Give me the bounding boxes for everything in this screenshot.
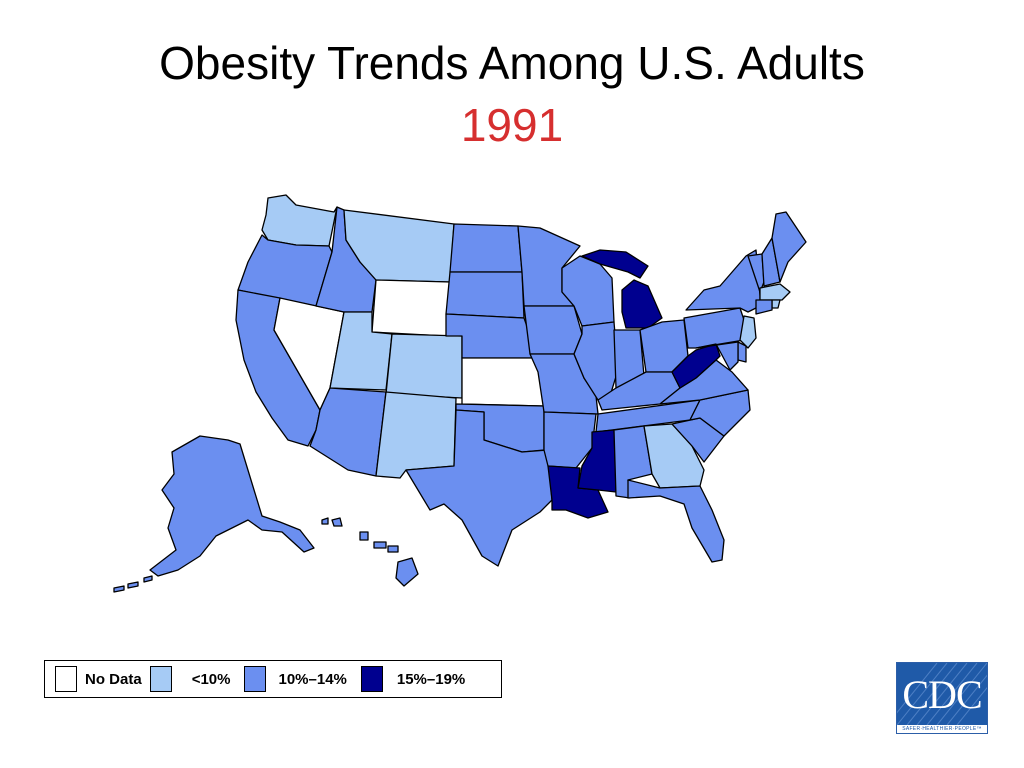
legend-item-10-14: 10%–14% bbox=[244, 666, 347, 692]
cdc-logo-stripes bbox=[897, 663, 987, 725]
state-NM bbox=[375, 391, 457, 479]
state-IA bbox=[523, 305, 583, 355]
legend-label-10-14: 10%–14% bbox=[278, 670, 347, 688]
cdc-logo: CDC SAFER·HEALTHIER·PEOPLE™ bbox=[896, 662, 988, 734]
legend-item-lt10: <10% bbox=[149, 666, 231, 692]
state-DE bbox=[737, 341, 747, 363]
state-CO bbox=[385, 333, 463, 399]
legend-item-no-data: No Data bbox=[55, 666, 142, 692]
state-NJ bbox=[739, 315, 757, 349]
state-HI bbox=[321, 517, 419, 587]
slide-year: 1991 bbox=[460, 99, 564, 151]
state-AK bbox=[149, 435, 315, 577]
state-FL bbox=[627, 479, 725, 563]
state-ME bbox=[771, 211, 807, 283]
legend-swatch-15-19 bbox=[360, 666, 383, 692]
legend-label-15-19: 15%–19% bbox=[396, 670, 466, 688]
legend-item-15-19: 15%–19% bbox=[360, 666, 466, 692]
state-MD bbox=[695, 341, 739, 371]
state-MA bbox=[759, 283, 791, 301]
alaska-islands bbox=[113, 575, 153, 593]
state-LA bbox=[547, 465, 609, 519]
state-MI bbox=[581, 249, 663, 329]
state-WA bbox=[261, 194, 338, 247]
state-WV bbox=[671, 343, 721, 389]
slide-title: Obesity Trends Among U.S. Adults bbox=[159, 37, 865, 89]
legend-swatch-10-14 bbox=[244, 666, 267, 692]
state-SD bbox=[445, 271, 525, 319]
state-CT bbox=[755, 299, 773, 315]
cdc-logo-text: CDC bbox=[902, 671, 982, 717]
state-WY bbox=[371, 279, 451, 337]
state-RI bbox=[771, 299, 781, 309]
cdc-logo-tagline: SAFER·HEALTHIER·PEOPLE™ bbox=[902, 726, 982, 732]
legend-label-no-data: No Data bbox=[85, 670, 142, 688]
legend-label-lt10: <10% bbox=[191, 670, 231, 688]
map-legend: No Data <10% 10%–14% 15%–19% bbox=[44, 660, 502, 698]
state-KS bbox=[461, 357, 545, 407]
state-TX bbox=[405, 409, 553, 567]
cdc-logo-mark: CDC bbox=[897, 663, 987, 725]
legend-swatch-no-data bbox=[55, 666, 77, 692]
state-ND bbox=[449, 223, 523, 273]
legend-swatch-lt10 bbox=[149, 666, 172, 692]
